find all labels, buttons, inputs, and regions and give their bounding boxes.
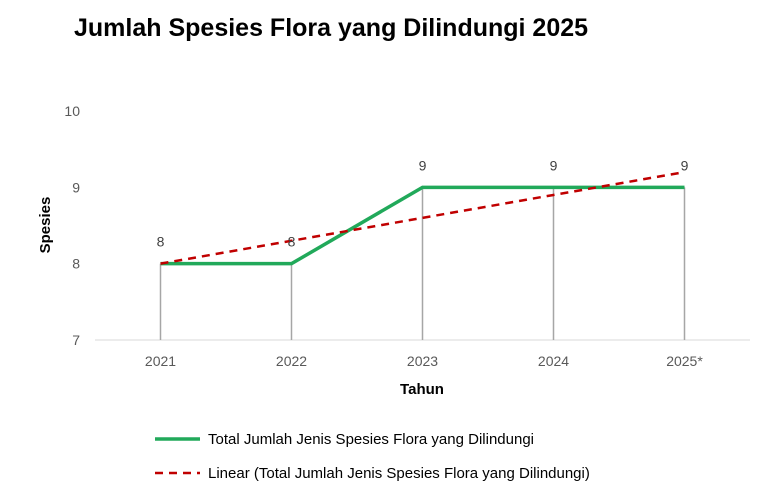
x-tick-label: 2023	[407, 353, 438, 369]
y-axis: 7 8 9 10	[64, 103, 80, 348]
x-tick-label: 2025*	[666, 353, 703, 369]
legend-entry: Total Jumlah Jenis Spesies Flora yang Di…	[208, 431, 534, 448]
trendline-series	[160, 170, 685, 265]
data-label: 9	[681, 157, 689, 173]
drop-lines	[159, 187, 686, 340]
chart-title: Jumlah Spesies Flora yang Dilindungi 202…	[74, 14, 588, 42]
x-axis: 2021 2022 2023 2024 2025*	[145, 353, 703, 369]
x-axis-title: Tahun	[400, 381, 444, 398]
data-label: 9	[419, 157, 427, 173]
data-label: 9	[550, 157, 558, 173]
y-tick-label: 8	[72, 256, 80, 272]
data-labels: 8 8 9 9 9	[157, 157, 689, 249]
x-tick-label: 2024	[538, 353, 569, 369]
y-tick-label: 10	[64, 103, 80, 119]
x-tick-label: 2021	[145, 353, 176, 369]
legend: Total Jumlah Jenis Spesies Flora yang Di…	[155, 431, 590, 482]
data-label: 8	[288, 234, 296, 250]
main-series-line	[160, 185, 685, 266]
x-tick-label: 2022	[276, 353, 307, 369]
y-tick-label: 9	[72, 179, 80, 195]
legend-entry: Linear (Total Jumlah Jenis Spesies Flora…	[208, 465, 590, 482]
data-label: 8	[157, 234, 165, 250]
y-tick-label: 7	[72, 332, 80, 348]
series-layer	[160, 170, 685, 266]
y-axis-title: Spesies	[37, 197, 54, 254]
